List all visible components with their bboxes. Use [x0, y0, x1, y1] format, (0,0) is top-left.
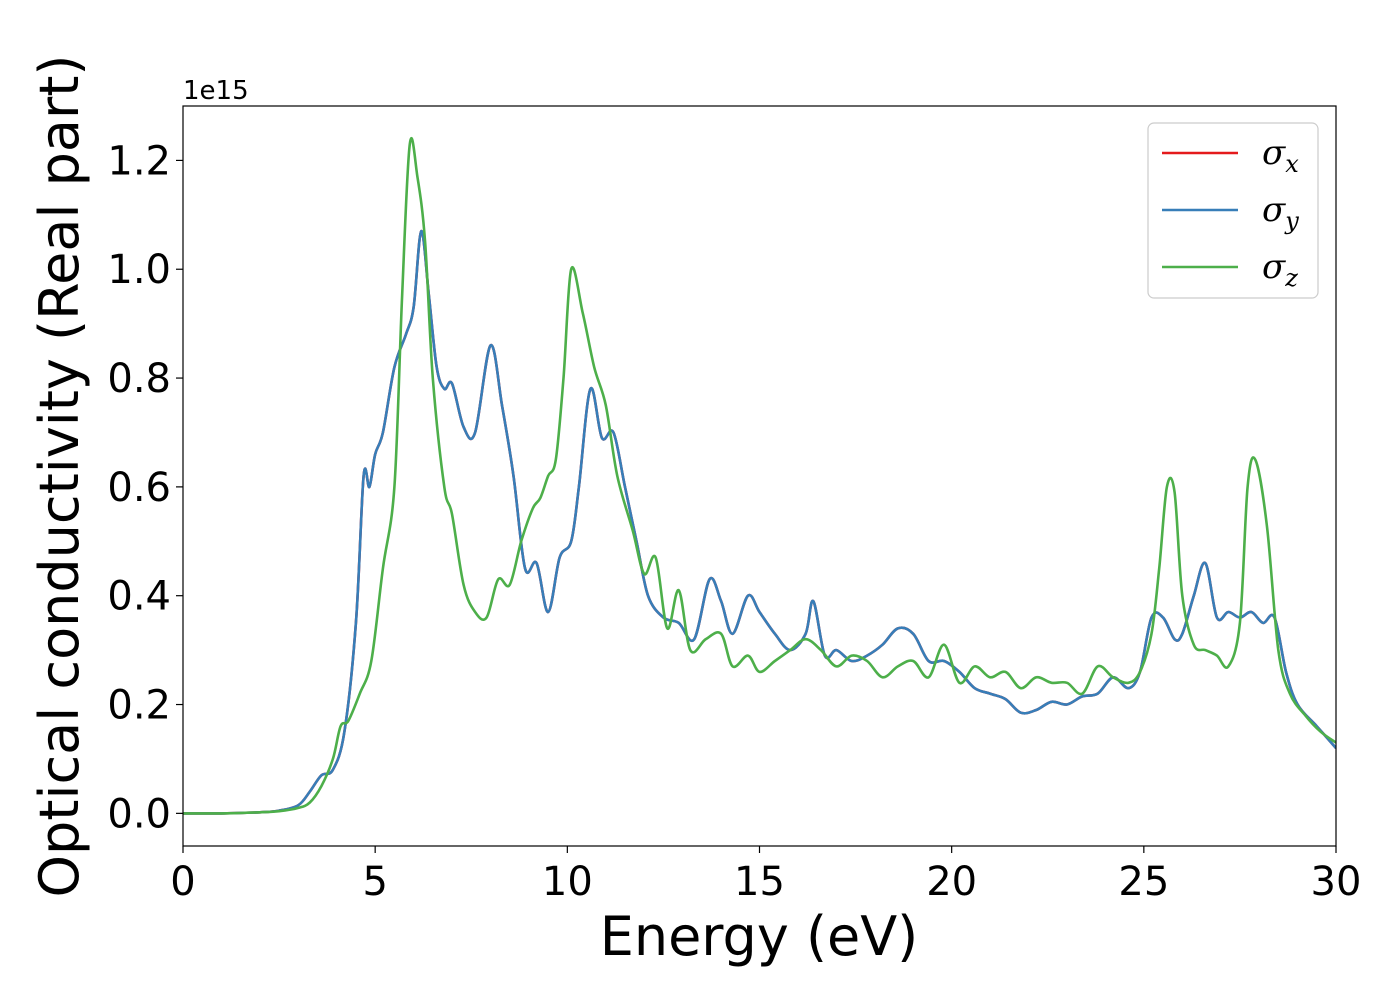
y-tick-label: 0.2 [107, 683, 171, 729]
x-tick-label: 5 [362, 859, 387, 905]
y-tick-label: 0.6 [107, 465, 171, 511]
x-tick-label: 25 [1118, 859, 1169, 905]
series-line-sigma-y [183, 229, 1336, 815]
x-tick-label: 10 [542, 859, 593, 905]
x-tick-label: 0 [170, 859, 195, 905]
y-axis-offset-label: 1e15 [183, 76, 249, 106]
y-tick-label: 0.8 [107, 356, 171, 402]
x-tick-label: 20 [926, 859, 977, 905]
y-axis-ticks: 0.0 0.2 0.4 0.6 0.8 1.0 1.2 [107, 138, 183, 837]
y-tick-label: 1.2 [107, 138, 171, 184]
x-tick-label: 30 [1311, 859, 1362, 905]
x-axis-ticks: 0 5 10 15 20 25 30 [170, 846, 1361, 905]
y-axis-title: Optical conductivity (Real part) [28, 55, 91, 898]
x-tick-label: 15 [734, 859, 785, 905]
y-tick-label: 0.4 [107, 574, 171, 620]
legend-label-sigma-z: σz [1262, 247, 1298, 292]
x-axis-title: Energy (eV) [600, 905, 919, 968]
plot-lines [183, 136, 1336, 815]
y-tick-label: 0.0 [107, 791, 171, 837]
y-tick-label: 1.0 [107, 247, 171, 293]
series-line-sigma-z [183, 136, 1336, 815]
